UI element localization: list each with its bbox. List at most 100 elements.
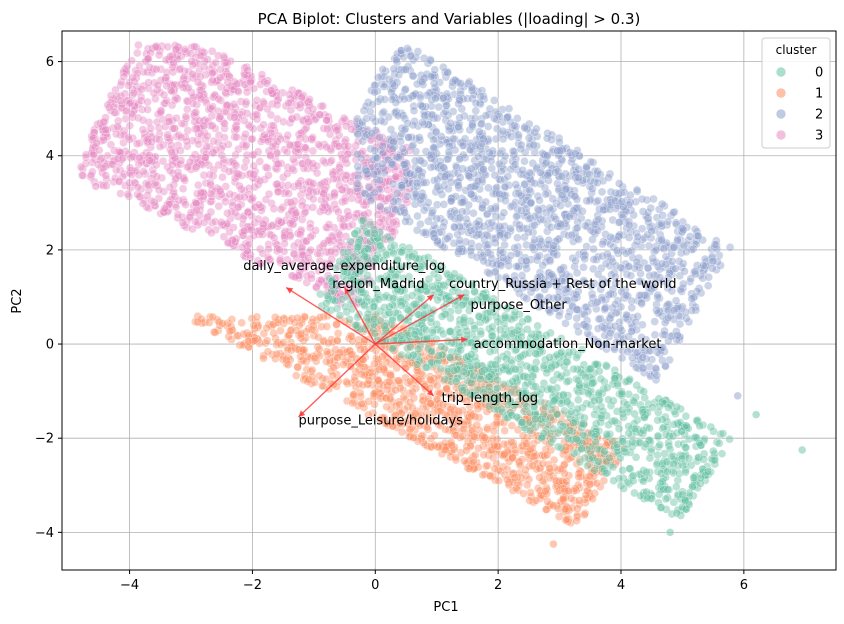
point-cluster-1 xyxy=(503,475,512,485)
point-cluster-3 xyxy=(138,115,148,125)
point-cluster-1 xyxy=(345,331,355,341)
point-cluster-0 xyxy=(335,311,345,320)
point-cluster-2 xyxy=(679,279,688,289)
point-cluster-0 xyxy=(550,396,559,405)
point-cluster-0 xyxy=(363,244,373,253)
point-cluster-3 xyxy=(134,170,144,180)
point-cluster-1 xyxy=(283,360,293,369)
point-cluster-1 xyxy=(356,345,365,354)
point-cluster-3 xyxy=(247,225,256,235)
point-cluster-1 xyxy=(500,426,509,435)
point-cluster-3 xyxy=(225,189,235,199)
point-cluster-3 xyxy=(274,159,283,169)
point-cluster-0 xyxy=(598,406,608,416)
point-cluster-3 xyxy=(303,157,313,167)
point-cluster-0 xyxy=(397,301,406,310)
point-cluster-1 xyxy=(364,397,373,406)
point-cluster-0 xyxy=(645,453,655,463)
point-cluster-2 xyxy=(535,196,544,205)
point-cluster-0 xyxy=(563,397,572,406)
point-cluster-3 xyxy=(232,79,242,89)
point-cluster-3 xyxy=(156,108,165,118)
point-cluster-0 xyxy=(508,377,517,386)
point-cluster-1 xyxy=(293,362,302,372)
point-cluster-3 xyxy=(247,134,256,144)
point-cluster-0 xyxy=(604,395,613,404)
point-cluster-3 xyxy=(143,191,152,200)
point-cluster-3 xyxy=(292,140,302,149)
point-cluster-3 xyxy=(192,124,202,133)
point-cluster-2 xyxy=(383,205,392,215)
point-cluster-0 xyxy=(706,422,716,432)
point-cluster-3 xyxy=(318,203,327,212)
point-cluster-0 xyxy=(591,419,601,429)
point-cluster-3 xyxy=(319,239,329,248)
point-cluster-3 xyxy=(132,139,142,149)
point-cluster-3 xyxy=(312,187,321,196)
point-cluster-0 xyxy=(661,494,671,504)
point-cluster-0 xyxy=(501,361,510,371)
point-cluster-0 xyxy=(531,414,540,424)
point-cluster-3 xyxy=(99,117,108,127)
point-cluster-0 xyxy=(596,374,606,384)
point-cluster-3 xyxy=(215,73,225,82)
point-cluster-0 xyxy=(565,426,575,435)
point-cluster-0 xyxy=(416,293,426,303)
point-cluster-0 xyxy=(388,315,397,325)
point-cluster-0 xyxy=(632,381,641,390)
point-cluster-1 xyxy=(522,480,532,490)
point-cluster-1 xyxy=(197,314,206,324)
point-cluster-3 xyxy=(174,171,183,181)
point-cluster-1 xyxy=(383,420,393,430)
point-cluster-1 xyxy=(451,453,460,462)
point-cluster-1 xyxy=(508,453,517,462)
point-cluster-3 xyxy=(329,174,338,184)
point-cluster-3 xyxy=(289,249,299,258)
point-cluster-3 xyxy=(308,146,318,156)
point-cluster-1 xyxy=(524,475,534,484)
point-cluster-3 xyxy=(199,62,209,72)
point-cluster-1 xyxy=(435,389,444,399)
point-cluster-2 xyxy=(370,146,379,155)
point-cluster-3 xyxy=(284,98,293,108)
point-cluster-0 xyxy=(459,315,469,325)
point-cluster-3 xyxy=(137,85,147,94)
point-cluster-1 xyxy=(481,461,491,471)
point-cluster-3 xyxy=(272,179,282,189)
point-cluster-0 xyxy=(351,320,361,330)
point-cluster-1 xyxy=(566,494,576,503)
point-cluster-1 xyxy=(304,324,314,333)
point-cluster-3 xyxy=(113,122,122,131)
point-cluster-1 xyxy=(279,338,288,347)
point-cluster-0 xyxy=(363,309,373,319)
point-cluster-0 xyxy=(642,467,651,477)
point-cluster-0 xyxy=(682,421,691,431)
point-cluster-3 xyxy=(123,189,133,199)
point-cluster-3 xyxy=(124,132,133,142)
point-cluster-0 xyxy=(530,364,540,374)
point-cluster-0 xyxy=(681,411,691,421)
point-cluster-1 xyxy=(470,450,480,460)
point-cluster-1 xyxy=(528,461,538,471)
point-cluster-3 xyxy=(192,162,201,172)
point-cluster-0 xyxy=(695,421,704,431)
point-cluster-3 xyxy=(145,156,154,165)
point-cluster-2 xyxy=(598,239,607,249)
point-cluster-0 xyxy=(548,434,558,444)
point-cluster-0 xyxy=(316,289,325,299)
point-cluster-0 xyxy=(546,413,555,422)
point-cluster-3 xyxy=(286,231,295,240)
point-cluster-1 xyxy=(517,473,527,483)
point-cluster-1 xyxy=(489,426,499,436)
point-cluster-0 xyxy=(511,365,520,374)
point-cluster-2 xyxy=(353,149,362,159)
point-cluster-3 xyxy=(128,73,138,82)
point-cluster-0 xyxy=(663,485,672,494)
point-cluster-0 xyxy=(421,363,431,372)
point-cluster-3 xyxy=(194,180,203,190)
point-cluster-0 xyxy=(710,455,720,465)
point-cluster-1 xyxy=(464,464,474,473)
point-cluster-0 xyxy=(652,460,662,470)
point-cluster-0 xyxy=(470,324,479,333)
point-cluster-3 xyxy=(154,185,164,195)
